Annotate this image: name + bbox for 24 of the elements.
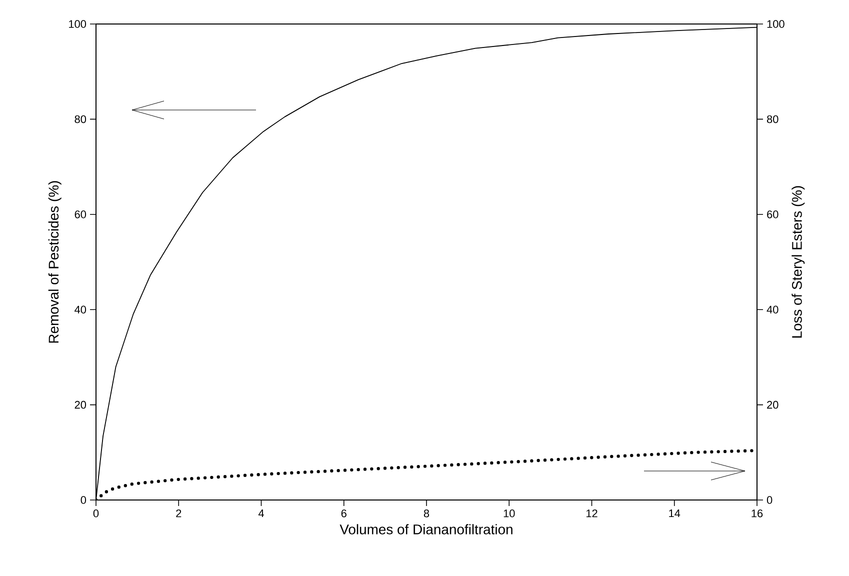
y-tick-label: 100 xyxy=(69,20,86,28)
x-tick-label: 2 xyxy=(176,510,182,518)
x-tick-label: 6 xyxy=(341,510,346,518)
y-tick-label: 20 xyxy=(74,400,86,409)
y-tick-label: 60 xyxy=(74,210,86,218)
y-tick-label: 40 xyxy=(74,306,86,314)
y2-tick-label: 80 xyxy=(766,115,778,124)
x-tick-label: 10 xyxy=(504,510,515,518)
x-tick-label: 12 xyxy=(586,510,598,518)
x-axis-title: Volumes of Diananofiltration xyxy=(340,524,512,534)
y-tick-label: 0 xyxy=(80,496,86,504)
y2-tick-label: 60 xyxy=(767,210,778,218)
y2-axis-title: Loss of Steryl Esters (%) xyxy=(792,186,805,338)
y2-tick-label: 100 xyxy=(767,20,784,28)
y-axis-title: Removal of Pesticides (%) xyxy=(48,181,62,343)
y2-tick-label: 0 xyxy=(766,496,772,504)
x-tick-label: 16 xyxy=(752,510,763,518)
x-tick-label: 8 xyxy=(424,510,430,518)
y-tick-label: 80 xyxy=(74,115,86,124)
x-tick-label: 14 xyxy=(669,510,680,518)
x-tick-label: 0 xyxy=(93,510,99,518)
x-tick-label: 4 xyxy=(258,510,264,518)
y2-tick-label: 40 xyxy=(766,306,778,314)
y2-tick-label: 20 xyxy=(767,400,778,409)
